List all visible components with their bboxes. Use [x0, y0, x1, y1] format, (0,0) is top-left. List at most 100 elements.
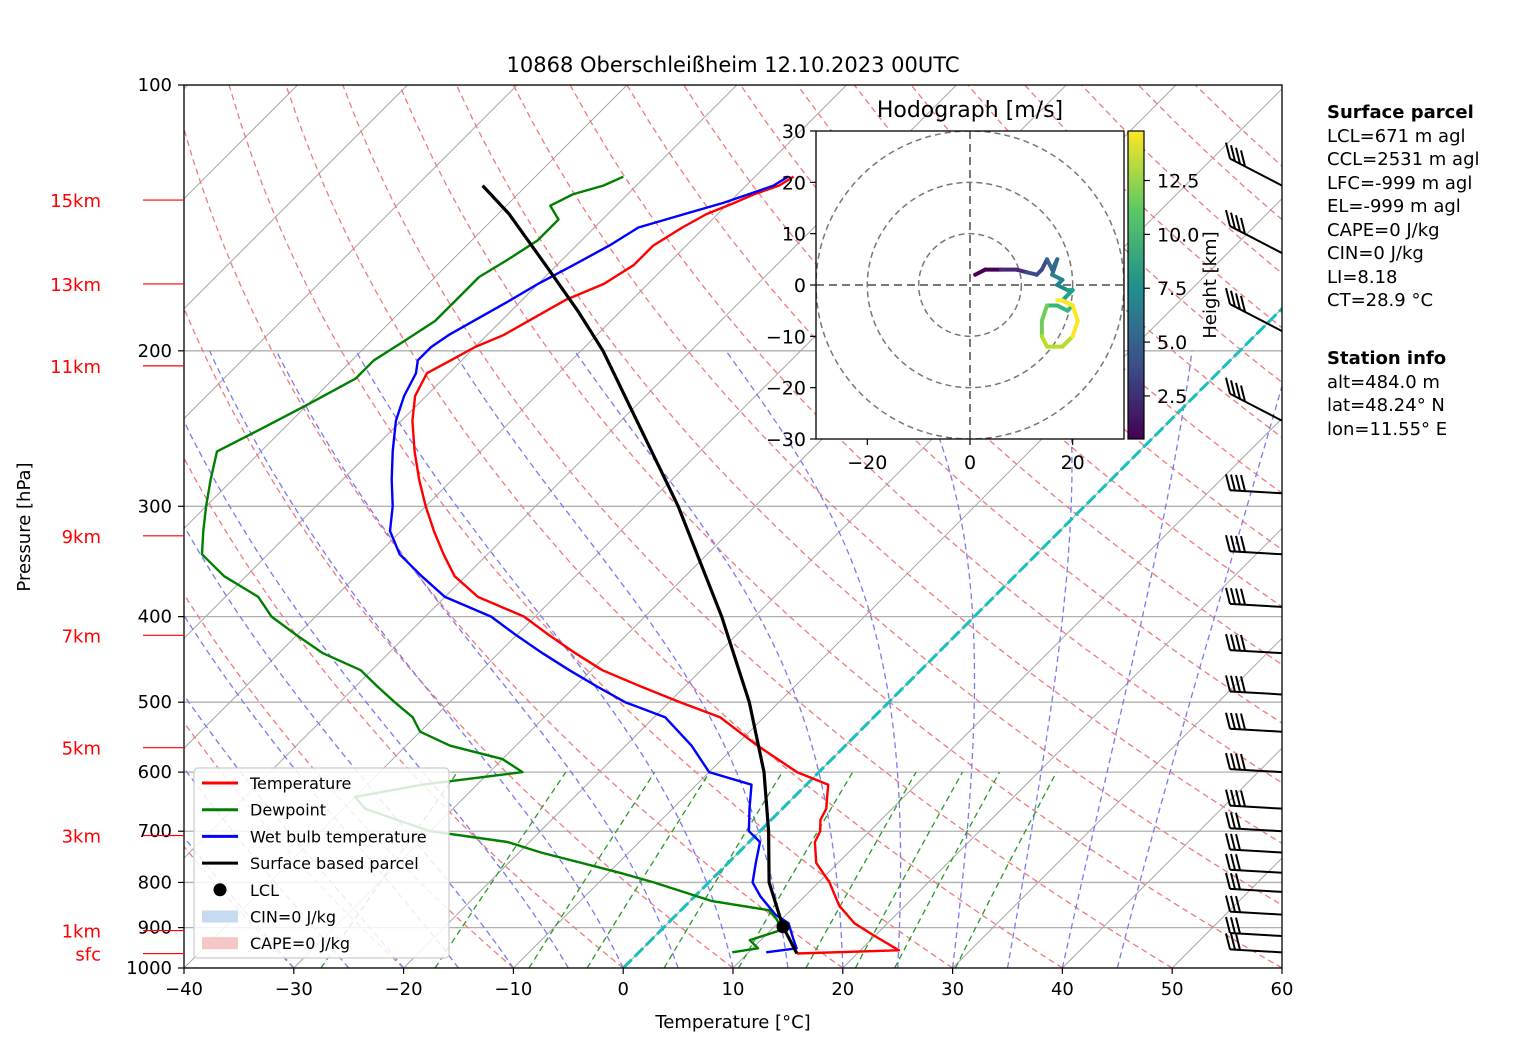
- hodograph-segment: [1070, 318, 1080, 339]
- moist-adiabat: [452, 350, 789, 968]
- legend-label: Dewpoint: [250, 801, 326, 820]
- height-label: sfc: [75, 945, 101, 966]
- wind-barb: [1225, 474, 1283, 495]
- hodo-y-tick-label: −10: [766, 326, 806, 348]
- wind-barb: [1225, 933, 1283, 954]
- hodo-y-tick-label: 20: [782, 172, 806, 194]
- wind-barb: [1225, 287, 1283, 333]
- height-label: 11km: [50, 357, 101, 378]
- dry-adiabat: [184, 126, 844, 968]
- hodo-x-tick-label: 20: [1061, 452, 1085, 474]
- colorbar: [1127, 130, 1145, 440]
- p-tick-label: 900: [138, 918, 172, 939]
- axes: −40 −30 −20 −10 0 10 20 30 40 50 60100200300400500…: [14, 75, 1293, 1033]
- dry-adiabat: [342, 85, 1173, 968]
- legend-swatch: [202, 937, 238, 950]
- hodograph-grid: [816, 131, 1124, 439]
- station-info-header: Station info: [1327, 348, 1447, 369]
- info-alt: alt=484.0 m: [1327, 371, 1440, 393]
- hodo-y-tick-label: 10: [782, 224, 806, 246]
- x-axis-label: Temperature [°C]: [654, 1012, 810, 1033]
- hodograph-title: Hodograph [m/s]: [877, 98, 1063, 123]
- moist-adiabat: [1116, 383, 1282, 968]
- isotherm: [184, 85, 408, 310]
- wind-barb: [1225, 535, 1283, 556]
- hodograph-segment: [1060, 288, 1075, 303]
- isotherm: [1062, 747, 1282, 968]
- hodograph-segment: [1070, 303, 1080, 323]
- dry-adiabat: [285, 85, 1063, 968]
- hodo-y-tick-label: −30: [766, 429, 806, 451]
- p-tick-label: 600: [138, 762, 172, 783]
- hodograph-segment: [1039, 303, 1049, 323]
- isotherm: [184, 85, 738, 640]
- wind-barb: [1225, 853, 1283, 874]
- x-tick-label: 40: [1051, 979, 1074, 1000]
- x-tick-label: 60: [1271, 979, 1294, 1000]
- dry-adiabat: [512, 85, 1282, 845]
- dry-adiabat: [399, 85, 1282, 968]
- moist-adiabat: [725, 350, 902, 968]
- p-tick-label: 800: [138, 872, 172, 893]
- isotherm: [184, 85, 847, 749]
- colorbar-label: Height [km]: [1200, 231, 1221, 338]
- hodo-y-tick-label: 0: [794, 275, 806, 297]
- mixing-ratio-line: [738, 771, 854, 968]
- x-tick-label: 30: [941, 979, 964, 1000]
- colorbar-tick-label: 10.0: [1157, 224, 1199, 246]
- hodograph-segment: [1060, 334, 1075, 349]
- info-cin: CIN=0 J/kg: [1327, 243, 1424, 264]
- height-label: 9km: [62, 527, 101, 548]
- isotherm: [184, 85, 518, 420]
- p-tick-label: 100: [138, 75, 172, 96]
- colorbar-tick-label: 2.5: [1157, 386, 1187, 408]
- hodo-y-tick-label: −20: [766, 378, 806, 400]
- legend-box: [193, 767, 450, 959]
- dry-adiabat: [853, 85, 1282, 494]
- info-cape: CAPE=0 J/kg: [1327, 219, 1440, 241]
- profile-lines: [200, 175, 901, 955]
- info-li: LI=8.18: [1327, 266, 1398, 288]
- wind-barb: [1225, 789, 1283, 810]
- moist-adiabat: [209, 350, 624, 968]
- mixing-ratio-line: [586, 771, 711, 968]
- legend-label: Wet bulb temperature: [250, 827, 427, 846]
- hodo-y-tick-label: 30: [782, 121, 806, 143]
- info-el: EL=-999 m agl: [1327, 196, 1461, 217]
- x-tick-label: −30: [275, 979, 313, 1000]
- mixing-ratio-line: [434, 771, 567, 968]
- x-tick-label: 20: [831, 979, 854, 1000]
- legend-label: Temperature: [249, 774, 351, 793]
- moist-adiabat: [1061, 350, 1193, 968]
- wind-barb: [1225, 209, 1283, 254]
- wind-barb: [1225, 587, 1283, 608]
- isotherm: [842, 527, 1282, 968]
- height-label: 5km: [62, 739, 101, 760]
- surface-parcel-info: Surface parcel LCL=671 m agl CCL=2531 m …: [1327, 101, 1480, 313]
- x-tick-label: −10: [494, 979, 532, 1000]
- profile-surface-based-parcel: [481, 184, 799, 955]
- isotherm: [732, 417, 1282, 968]
- height-label: 3km: [62, 827, 101, 848]
- colorbar-tick-label: 12.5: [1157, 171, 1199, 193]
- wind-barb: [1225, 142, 1283, 187]
- height-label: 15km: [50, 191, 101, 212]
- mixing-ratio-line: [663, 771, 783, 968]
- info-ccl: CCL=2531 m agl: [1327, 149, 1480, 170]
- info-ct: CT=28.9 °C: [1327, 290, 1434, 311]
- colorbar-tick-label: 7.5: [1157, 278, 1187, 300]
- height-label: 13km: [50, 275, 101, 296]
- station-info: Station info alt=484.0 m lat=48.24° N lo…: [1327, 347, 1447, 441]
- moist-adiabat: [355, 350, 734, 968]
- moist-adiabat: [573, 350, 844, 968]
- isotherm: [184, 85, 628, 530]
- p-tick-label: 500: [138, 692, 172, 713]
- x-tick-label: 50: [1161, 979, 1184, 1000]
- profile-wet-bulb-temperature: [388, 175, 798, 954]
- info-lon: lon=11.55° E: [1327, 418, 1448, 440]
- legend-label: LCL: [250, 881, 279, 900]
- mixing-ratio-line: [954, 771, 1058, 968]
- x-tick-label: −40: [165, 979, 203, 1000]
- wind-barb: [1225, 377, 1283, 422]
